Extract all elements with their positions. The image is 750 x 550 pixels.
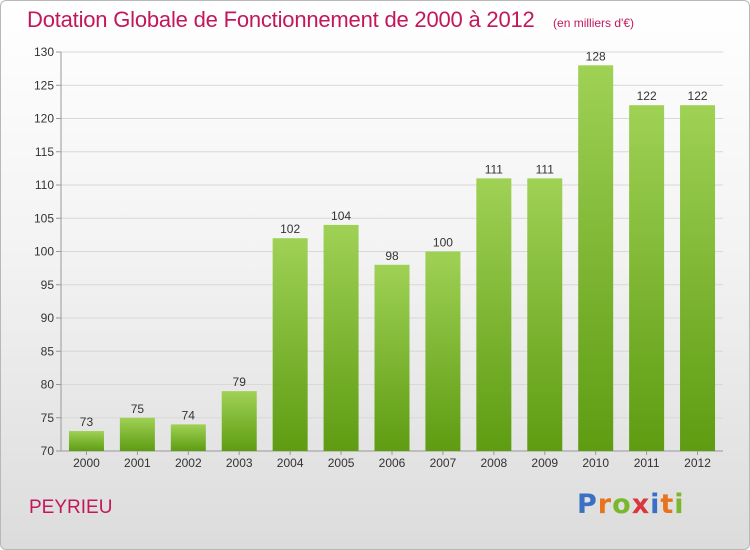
bar [68,431,104,451]
y-tick-label: 110 [35,178,54,192]
commune-name: PEYRIEU [29,497,113,518]
bar-value-label: 111 [485,162,504,176]
bar [323,224,359,451]
bar-value-label: 104 [331,209,351,223]
y-tick-label: 70 [41,444,55,458]
title-row: Dotation Globale de Fonctionnement de 20… [27,7,634,33]
logo-letter: i [650,489,661,520]
x-tick-label: 2010 [582,456,609,470]
bar-value-label: 102 [280,222,300,236]
bar [629,105,665,451]
bar [425,251,461,451]
y-tick-label: 75 [41,411,55,425]
y-tick-label: 115 [35,145,54,159]
x-tick-label: 2011 [634,456,660,470]
bar-layer [68,65,716,452]
x-tick-label: 2009 [531,456,558,470]
bar-value-label: 73 [80,415,94,429]
bar-value-label: 100 [433,236,453,250]
x-tick-label: 2008 [480,456,507,470]
x-tick-label: 2002 [175,456,202,470]
x-tick-label: 2004 [277,456,304,470]
y-tick-label: 105 [34,211,54,225]
bar-value-label: 74 [182,408,196,422]
x-tick-label: 2006 [379,456,406,470]
bar-value-label: 111 [536,162,555,176]
proxiti-logo[interactable]: Proxiti [577,489,685,520]
axis-layer: 70 75 80 85 90 95 100 105 110 115 120 125 130 2000 200… [34,45,723,470]
bar [680,105,716,451]
y-tick-label: 95 [41,278,55,292]
bar-value-label: 122 [637,89,657,103]
y-tick-label: 85 [41,344,55,358]
bar-value-label: 122 [688,89,708,103]
y-tick-label: 120 [34,112,54,126]
x-tick-label: 2007 [430,456,457,470]
bar [374,264,410,451]
x-tick-label: 2001 [124,456,151,470]
logo-letter: r [597,489,613,520]
bar [272,238,308,451]
bar-value-label: 79 [233,375,247,389]
y-tick-label: 80 [41,378,55,392]
logo-letter: t [660,489,675,520]
x-tick-label: 2000 [73,456,100,470]
x-tick-label: 2003 [226,456,253,470]
bar [170,424,206,451]
chart-unit: (en milliers d'€) [553,16,635,30]
logo-letter: i [674,489,685,520]
bar [578,65,614,452]
logo-letter: o [612,489,632,520]
bar [221,391,257,451]
y-tick-label: 100 [34,245,54,259]
bar [476,178,512,451]
x-tick-label: 2012 [684,456,711,470]
logo-letter: x [631,489,651,520]
bar-value-label: 128 [586,49,606,63]
bar-value-label: 75 [131,402,145,416]
bar [527,178,563,451]
bar [119,417,155,451]
y-tick-label: 90 [41,311,55,325]
x-tick-label: 2005 [328,456,355,470]
y-tick-label: 125 [34,78,54,92]
logo-letter: P [577,489,598,520]
chart-title: Dotation Globale de Fonctionnement de 20… [27,7,535,32]
y-tick-label: 130 [34,45,54,59]
label-layer: 73 75 74 79 102 104 98 100 111 111 128 122 122 [80,49,708,429]
bar-value-label: 98 [385,249,399,263]
